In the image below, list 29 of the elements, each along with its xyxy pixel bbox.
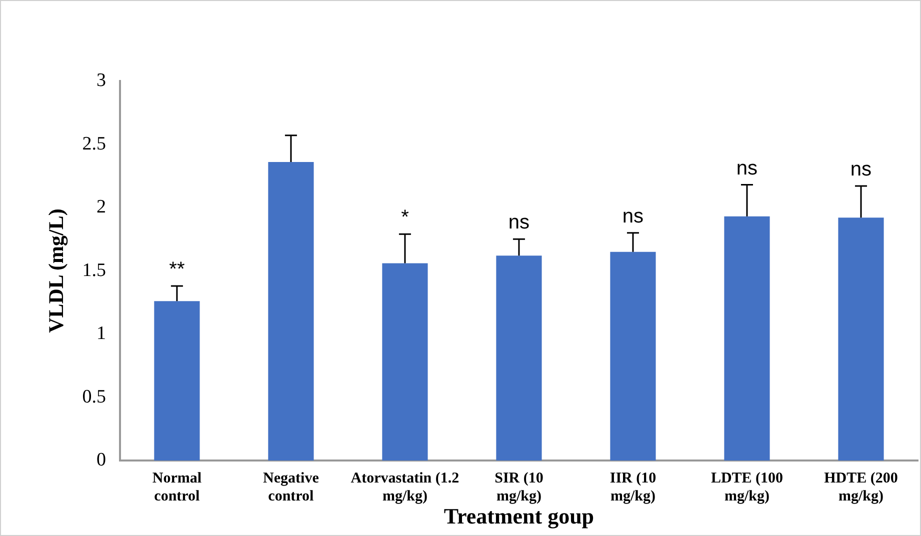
x-tick-label: HDTE (200 mg/kg) <box>824 470 898 504</box>
x-tick-label: LDTE (100 mg/kg) <box>710 470 784 504</box>
annotation: * <box>401 206 410 229</box>
bar <box>268 162 314 461</box>
y-tick-label: 2.5 <box>82 133 106 154</box>
x-axis-title: Treatment goup <box>444 503 594 528</box>
x-tick-label: Negative control <box>263 470 320 504</box>
bar <box>496 256 542 461</box>
annotation: ns <box>622 205 644 228</box>
x-tick-label: Atorvastatin (1.2 mg/kg) <box>350 470 460 504</box>
x-tick-label: IIR (10 mg/kg) <box>610 470 656 504</box>
y-tick-label: 0.5 <box>82 386 106 408</box>
bar <box>382 263 428 461</box>
y-axis-title: VLDL (mg/L) <box>44 208 68 333</box>
x-tick-label: SIR (10 mg/kg) <box>494 470 544 504</box>
y-tick-label: 2 <box>96 196 106 218</box>
y-tick-label: 1 <box>96 323 106 344</box>
annotation: ns <box>736 157 758 180</box>
annotation: ** <box>169 258 185 280</box>
annotation: ns <box>850 158 872 181</box>
y-tick-label: 0 <box>96 450 106 471</box>
bar <box>610 252 656 461</box>
bar <box>838 218 884 461</box>
bar <box>724 216 770 461</box>
x-tick-label: Normal control <box>152 470 202 504</box>
y-tick-label: 1.5 <box>82 260 106 281</box>
bar <box>154 301 200 461</box>
y-tick-label: 3 <box>96 70 106 91</box>
annotation: ns <box>508 212 530 234</box>
